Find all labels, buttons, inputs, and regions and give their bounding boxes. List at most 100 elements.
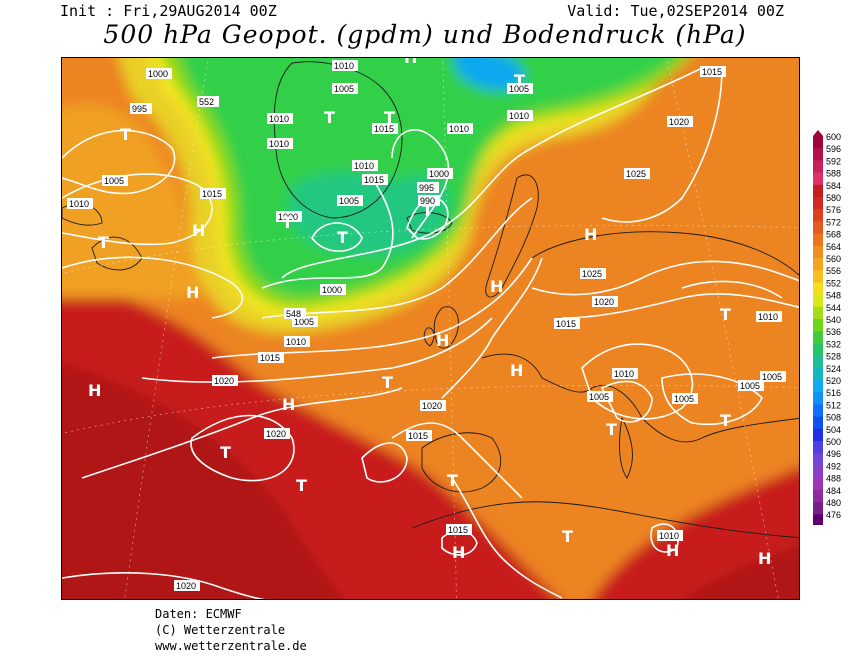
legend-swatch [813,148,823,161]
high-marker: H [584,225,597,244]
svg-text:1015: 1015 [408,431,428,441]
svg-text:1015: 1015 [702,67,722,77]
pressure-label: 1005 [332,83,358,94]
svg-text:548: 548 [286,309,301,319]
high-marker: H [192,221,205,240]
legend-swatch [813,514,823,527]
pressure-label: 1010 [507,110,533,121]
svg-text:1005: 1005 [762,372,782,382]
legend-swatch [813,489,823,503]
legend-level-label: 492 [826,461,841,471]
low-marker: T [606,420,617,439]
pressure-label: 1005 [738,380,764,391]
svg-text:1010: 1010 [614,369,634,379]
pressure-systems: T T T T T T T T T T T T T T T T T T H H … [88,58,771,568]
svg-text:1010: 1010 [354,161,374,171]
legend-level-label: 524 [826,364,841,374]
low-marker: T [514,71,525,90]
pressure-label: 1015 [200,188,226,199]
legend-level-label: 536 [826,327,841,337]
legend-swatch [813,428,823,442]
svg-text:1015: 1015 [374,124,394,134]
pressure-label: 1005 [672,393,698,404]
legend-swatch [813,367,823,381]
legend-level-label: 508 [826,413,841,423]
pressure-label: 1020 [420,400,446,411]
legend-level-label: 540 [826,315,841,325]
pressure-label: 1000 [276,211,302,222]
low-marker: T [296,476,307,495]
pressure-label: 1005 [760,371,786,382]
low-marker: T [382,373,393,392]
legend-level-label: 584 [826,181,841,191]
legend-swatch [813,453,823,466]
legend-level-label: 476 [826,510,841,520]
pressure-label: 1010 [267,138,293,149]
legend-swatch [813,221,823,235]
pressure-label: 1025 [624,168,650,179]
high-marker: H [452,543,465,562]
svg-text:1015: 1015 [364,175,384,185]
pressure-label: 1020 [212,375,238,386]
svg-text:1010: 1010 [269,139,289,149]
low-marker: T [337,228,348,247]
legend-swatch [813,331,823,344]
legend-level-label: 568 [826,230,841,240]
svg-text:1010: 1010 [758,312,778,322]
pressure-label: 1020 [264,428,290,439]
legend-swatch [813,306,823,320]
svg-text:1020: 1020 [669,117,689,127]
svg-text:1005: 1005 [509,84,529,94]
high-marker: H [186,283,199,302]
legend-swatch [813,233,823,247]
legend-level-label: 544 [826,303,841,313]
legend-level-label: 480 [826,498,841,508]
legend-level-label: 588 [826,169,841,179]
pressure-label: 1000 [320,284,346,295]
svg-text:1010: 1010 [269,114,289,124]
pressure-label: 1015 [362,174,388,185]
legend-swatch [813,416,823,430]
svg-text:1015: 1015 [448,525,468,535]
low-marker: T [384,108,395,127]
legend-swatch [813,172,823,186]
legend-swatch [813,258,823,271]
pressure-label: 1000 [427,168,453,179]
legend-swatch [813,502,823,515]
low-marker: T [282,213,293,232]
legend-level-label: 580 [826,193,841,203]
pressure-label: 1005 [102,175,128,186]
pressure-label: 1015 [258,352,284,363]
pressure-label: 1015 [372,123,398,134]
legend-level-label: 496 [826,449,841,459]
legend-level-label: 520 [826,376,841,386]
legend-level-label: 600 [826,132,841,142]
legend-swatch [813,184,823,198]
low-marker: T [562,527,573,546]
high-marker: H [758,549,771,568]
svg-text:1000: 1000 [148,69,168,79]
svg-text:1020: 1020 [266,429,286,439]
pressure-label: 1010 [267,113,293,124]
isobars [62,67,799,599]
low-marker: T [220,443,231,462]
weather-map: 1000 995 552 1010 1015 1005 1010 1020 10… [61,57,800,600]
footer-copyright: (C) Wetterzentrale [155,623,286,637]
legend-swatch [813,245,823,259]
legend-level-label: 516 [826,388,841,398]
legend-level-label: 552 [826,278,841,288]
high-marker: H [88,381,101,400]
legend-level-label: 512 [826,400,841,410]
legend-swatch [813,355,823,369]
pressure-label: 1020 [174,580,200,591]
svg-text:995: 995 [419,183,434,193]
legend-swatch [813,294,823,308]
svg-text:995: 995 [132,104,147,114]
legend-level-label: 532 [826,339,841,349]
high-marker: H [436,331,449,350]
legend-level-label: 556 [826,266,841,276]
svg-text:1015: 1015 [556,319,576,329]
svg-text:1005: 1005 [294,317,314,327]
svg-text:990: 990 [420,196,435,206]
low-marker: T [120,125,131,144]
